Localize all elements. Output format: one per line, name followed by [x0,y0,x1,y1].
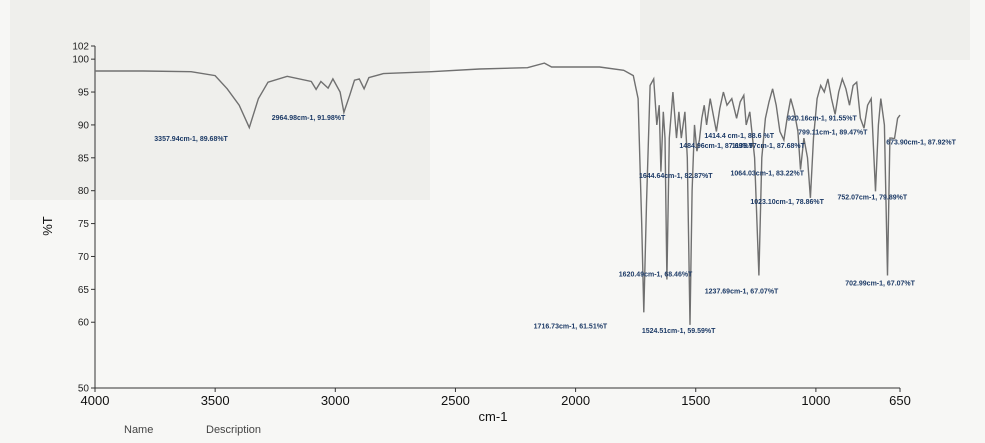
y-axis-ticks: 50 60 65 70 75 80 85 90 95 100 102 [72,42,95,395]
peak-annotation-label: 2964.98cm-1, 91.98%T [272,115,346,122]
x-axis-ticks: 4000 3500 3000 2500 2000 1500 1000 650 [81,388,911,408]
peak-annotation-label: 1716.73cm-1, 61.51%T [534,323,608,330]
peak-annotation-label: 752.07cm-1, 79.89%T [837,194,907,201]
peak-annotation-label: 702.99cm-1, 67.07%T [845,281,915,288]
footer-name-column: Name [124,424,154,436]
x-axis-title: cm-1 [479,409,508,424]
y-tick-label: 50 [78,384,90,395]
y-axis-title: %T [40,216,55,236]
y-tick-label: 65 [78,285,90,296]
peak-annotation-label: 1524.51cm-1, 59.59%T [642,328,716,335]
y-tick-label: 80 [78,186,90,197]
peak-annotation-label: 3357.94cm-1, 89.68%T [154,136,228,143]
x-tick-label: 4000 [81,393,110,408]
y-tick-label: 90 [78,120,90,131]
x-tick-label: 3000 [321,393,350,408]
y-tick-label: 95 [78,88,90,99]
footer-description-column: Description [206,424,262,436]
y-tick-label: 75 [78,219,90,230]
transmittance-line [95,62,901,325]
peak-annotation-label: 1644.64cm-1, 82.87%T [639,173,713,180]
peak-annotations: 3357.94cm-1, 89.68%T 2964.98cm-1, 91.98%T… [154,115,956,335]
x-tick-label: 650 [889,393,911,408]
scan-background-right [640,0,970,60]
peak-annotation-label: 1414.4 cm-1, 88.6 %T [704,133,774,140]
y-tick-label: 102 [72,42,89,53]
peak-annotation-label: 673.90cm-1, 87.92%T [886,140,956,147]
peak-annotation-label: 799.11cm-1, 89.47%T [798,129,868,136]
x-tick-label: 2000 [561,393,590,408]
peak-annotation-label: 1064.03cm-1, 83.22%T [731,171,805,178]
peak-annotation-label: 1023.10cm-1, 78.86%T [750,199,824,206]
x-tick-label: 2500 [441,393,470,408]
peak-annotation-label: 1484.96cm-1, 87.69%T [679,143,753,150]
x-tick-label: 3500 [201,393,230,408]
chart-axes [94,46,900,389]
peak-annotation-label: 920.16cm-1, 91.55%T [787,116,857,123]
peak-annotation-label: 1133.97cm-1, 87.68%T [732,143,806,150]
peak-annotation-label: 1237.69cm-1, 67.07%T [705,289,779,296]
y-tick-label: 70 [78,252,90,263]
y-tick-label: 100 [72,55,89,66]
y-tick-label: 60 [78,318,90,329]
x-tick-label: 1500 [681,393,710,408]
peak-annotation-label: 1620.49cm-1, 68.46%T [619,272,693,279]
x-tick-label: 1000 [801,393,830,408]
y-tick-label: 85 [78,153,90,164]
scan-background-left [10,0,430,200]
